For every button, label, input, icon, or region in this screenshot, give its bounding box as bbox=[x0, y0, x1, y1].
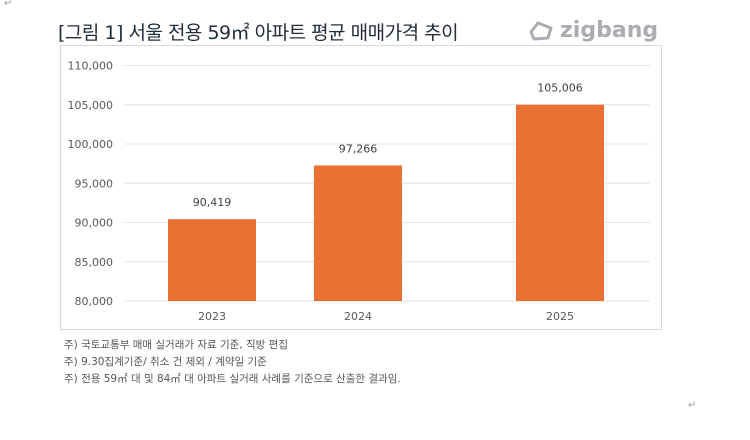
footnote: 주) 9.30집계기준/ 취소 건 제외 / 계약일 기준 bbox=[64, 356, 267, 368]
zigbang-logo: zigbang bbox=[528, 18, 658, 43]
logo-text: zigbang bbox=[560, 18, 659, 43]
x-tick-label: 2024 bbox=[344, 310, 372, 323]
footnote: 주) 전용 59㎡ 대 및 84㎡ 대 아파트 실거래 사례를 기준으로 산출한… bbox=[64, 373, 401, 385]
y-tick-label: 100,000 bbox=[68, 138, 114, 151]
footnotes: 주) 국토교통부 매매 실거래가 자료 기준, 직방 편집 주) 9.30집계기… bbox=[64, 337, 401, 388]
bar-2024 bbox=[314, 165, 402, 301]
data-label: 90,419 bbox=[193, 196, 232, 209]
chart-title: [그림 1] 서울 전용 59㎡ 아파트 평균 매매가격 추이 bbox=[58, 22, 459, 44]
footnote: 주) 국토교통부 매매 실거래가 자료 기준, 직방 편집 bbox=[64, 339, 288, 351]
y-tick-label: 105,000 bbox=[68, 99, 114, 112]
bar-2023 bbox=[168, 219, 256, 301]
x-tick-label: 2025 bbox=[546, 310, 574, 323]
paragraph-mark: ↵ bbox=[688, 400, 697, 411]
chart-frame bbox=[60, 45, 662, 330]
y-tick-label: 110,000 bbox=[68, 60, 114, 73]
x-tick-label: 2023 bbox=[198, 310, 226, 323]
y-tick-label: 85,000 bbox=[75, 256, 114, 269]
y-tick-label: 95,000 bbox=[75, 177, 114, 190]
bar-2025 bbox=[516, 104, 604, 301]
y-tick-label: 90,000 bbox=[75, 217, 114, 230]
y-tick-label: 80,000 bbox=[75, 295, 114, 308]
zigbang-logo-icon bbox=[529, 21, 553, 40]
data-label: 105,006 bbox=[537, 82, 583, 95]
paragraph-mark: ↵ bbox=[4, 0, 13, 9]
data-label: 97,266 bbox=[339, 142, 378, 155]
